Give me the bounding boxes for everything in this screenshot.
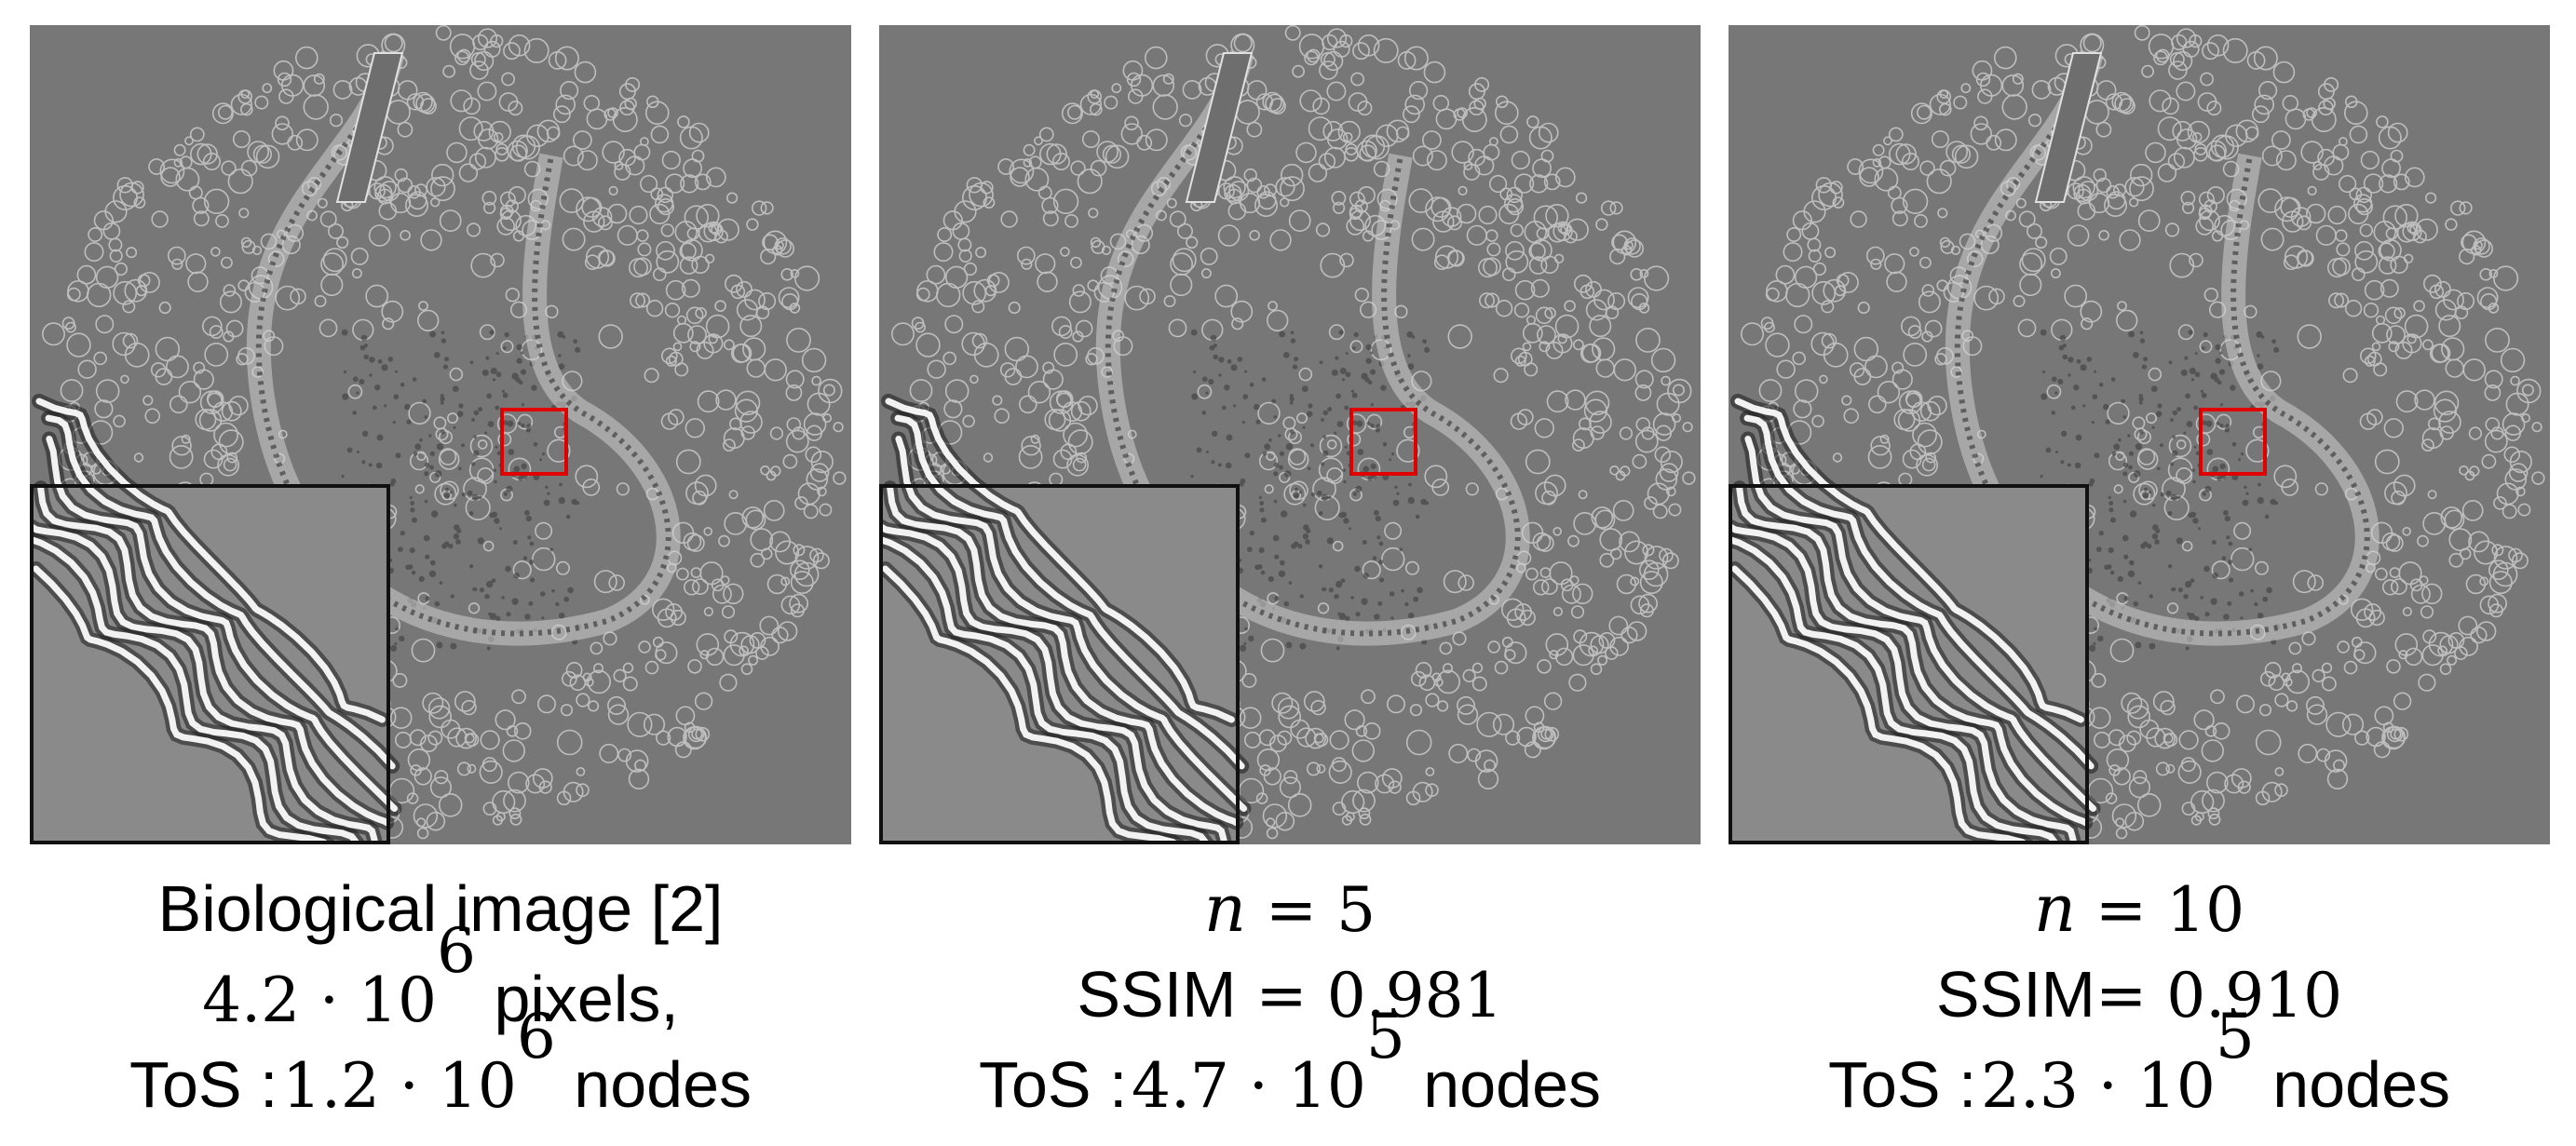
- panel-n10: [1729, 25, 2550, 844]
- caption-n10: n = 10 SSIM= 0.910 ToS : 2.3 · 105 nodes: [1729, 866, 2550, 1123]
- caption-original: Biological image [2] 4.2 · 106 pixels, T…: [30, 866, 851, 1123]
- zoomed-inset: [1729, 394, 2101, 844]
- n-value: n = 10: [2033, 870, 2245, 947]
- tos-node-count: ToS : 2.3 · 105 nodes: [1827, 1001, 2451, 1122]
- tos-node-count: ToS : 4.7 · 105 nodes: [978, 1001, 1602, 1122]
- zoomed-inset: [879, 394, 1252, 844]
- zoom-region-box: [1349, 408, 1417, 476]
- tissue-image: [879, 25, 1701, 844]
- zoomed-inset: [30, 394, 402, 844]
- tissue-image: [1729, 25, 2550, 844]
- ssim-value: SSIM= 0.910: [1935, 958, 2343, 1031]
- caption-n5: n = 5 SSIM = 0.981 ToS : 4.7 · 105 nodes: [879, 866, 1701, 1123]
- n-value: n = 5: [1203, 870, 1376, 947]
- tissue-image: [30, 25, 851, 844]
- image-title: Biological image [2]: [157, 872, 724, 945]
- panel-n5: [879, 25, 1701, 844]
- ssim-value: SSIM = 0.981: [1077, 958, 1503, 1031]
- zoom-region-box: [500, 408, 568, 476]
- tos-node-count: ToS : 1.2 · 106 nodes: [129, 1001, 752, 1122]
- zoom-region-box: [2199, 408, 2267, 476]
- pixel-count: 4.2 · 106 pixels,: [202, 915, 679, 1036]
- panel-original: [30, 25, 851, 844]
